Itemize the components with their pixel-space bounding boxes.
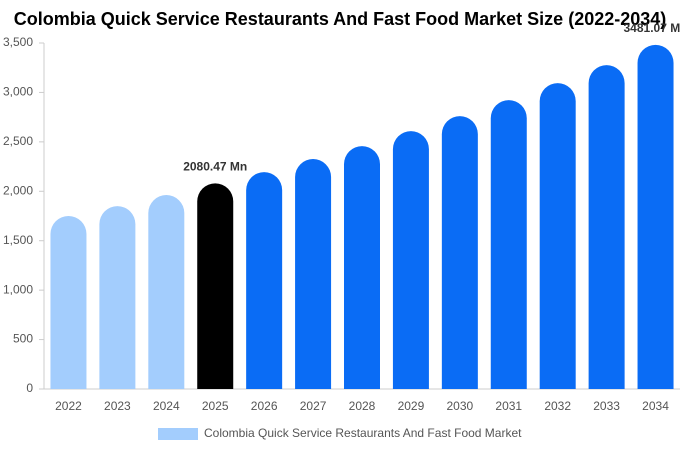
x-tick-label: 2028: [349, 399, 376, 413]
x-tick-label: 2023: [104, 399, 131, 413]
bar: [344, 146, 380, 389]
legend-swatch: [158, 428, 198, 440]
bar: [588, 65, 625, 390]
x-tick-label: 2030: [446, 399, 473, 413]
y-tick-label: 2,500: [3, 134, 33, 148]
x-tick-label: 2029: [398, 399, 425, 413]
x-tick-label: 2025: [202, 399, 229, 413]
bar: [392, 131, 429, 389]
x-tick-label: 2024: [153, 399, 180, 413]
y-tick-label: 3,000: [3, 85, 33, 99]
y-tick-label: 1,000: [3, 282, 33, 296]
x-tick-label: 2031: [495, 399, 522, 413]
x-tick-label: 2032: [544, 399, 571, 413]
bar: [539, 83, 576, 390]
bar: [148, 195, 185, 389]
x-tick-label: 2033: [593, 399, 620, 413]
bar: [441, 116, 478, 389]
x-tick-label: 2034: [642, 399, 669, 413]
bar: [50, 216, 87, 389]
bar: [246, 172, 283, 389]
bar: [99, 206, 136, 389]
x-tick-label: 2026: [251, 399, 278, 413]
bar: [490, 100, 527, 389]
data-label: 2080.47 Mn: [183, 160, 247, 174]
x-tick-label: 2022: [55, 399, 82, 413]
y-tick-label: 3,500: [3, 35, 33, 49]
chart-title: Colombia Quick Service Restaurants And F…: [14, 9, 667, 29]
data-label: 3481.07 Mn: [624, 21, 680, 35]
y-tick-label: 0: [26, 381, 33, 395]
bar: [637, 44, 674, 389]
x-tick-label: 2027: [300, 399, 327, 413]
y-tick-label: 2,000: [3, 183, 33, 197]
legend-label: Colombia Quick Service Restaurants And F…: [204, 426, 522, 440]
bar: [197, 183, 234, 389]
y-tick-label: 1,500: [3, 233, 33, 247]
bar: [295, 159, 332, 389]
y-tick-label: 500: [13, 332, 33, 346]
